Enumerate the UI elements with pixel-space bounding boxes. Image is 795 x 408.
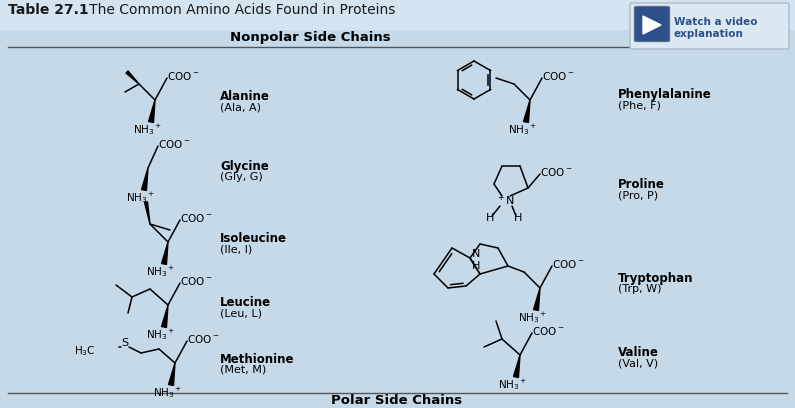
FancyBboxPatch shape: [630, 3, 789, 49]
Text: Phenylalanine: Phenylalanine: [618, 88, 712, 101]
Text: Alanine: Alanine: [220, 90, 270, 103]
Text: (Ala, A): (Ala, A): [220, 102, 261, 112]
Text: NH$_3$$^+$: NH$_3$$^+$: [153, 386, 182, 400]
Text: COO$^-$: COO$^-$: [540, 166, 572, 178]
Text: COO$^-$: COO$^-$: [542, 70, 575, 82]
Text: Tryptophan: Tryptophan: [618, 272, 693, 285]
Polygon shape: [533, 288, 540, 310]
Text: (Phe, F): (Phe, F): [618, 100, 661, 110]
Text: $^+$N: $^+$N: [496, 192, 516, 208]
Text: Valine: Valine: [618, 346, 659, 359]
Text: H: H: [514, 213, 522, 223]
Text: NH$_3$$^+$: NH$_3$$^+$: [518, 310, 547, 326]
Text: H: H: [486, 213, 494, 223]
Text: Table 27.1: Table 27.1: [8, 3, 88, 17]
Bar: [0, 0, 795, 30]
Text: (Met, M): (Met, M): [220, 365, 266, 375]
Text: NH$_3$$^+$: NH$_3$$^+$: [146, 328, 175, 342]
Text: Nonpolar Side Chains: Nonpolar Side Chains: [230, 31, 390, 44]
Text: H$_3$C: H$_3$C: [74, 344, 95, 358]
Text: COO$^-$: COO$^-$: [552, 258, 584, 270]
Text: Methionine: Methionine: [220, 353, 294, 366]
Polygon shape: [524, 100, 530, 122]
Text: COO$^-$: COO$^-$: [187, 333, 219, 345]
Polygon shape: [142, 168, 148, 191]
Polygon shape: [169, 363, 175, 386]
Text: (Leu, L): (Leu, L): [220, 308, 262, 318]
Polygon shape: [145, 202, 150, 224]
Text: The Common Amino Acids Found in Proteins: The Common Amino Acids Found in Proteins: [76, 3, 395, 17]
Text: (Gly, G): (Gly, G): [220, 172, 263, 182]
Polygon shape: [149, 100, 155, 122]
Polygon shape: [643, 16, 661, 34]
Text: NH$_3$$^+$: NH$_3$$^+$: [498, 377, 527, 392]
Text: Leucine: Leucine: [220, 296, 271, 309]
Polygon shape: [161, 305, 168, 328]
Text: Polar Side Chains: Polar Side Chains: [332, 395, 463, 408]
Text: COO$^-$: COO$^-$: [180, 275, 212, 287]
Polygon shape: [514, 355, 520, 377]
Text: NH$_3$$^+$: NH$_3$$^+$: [508, 122, 537, 137]
Polygon shape: [161, 242, 168, 264]
Text: N: N: [471, 249, 480, 259]
Text: S: S: [122, 338, 129, 348]
Text: COO$^-$: COO$^-$: [167, 70, 200, 82]
Text: Isoleucine: Isoleucine: [220, 232, 287, 245]
Text: COO$^-$: COO$^-$: [180, 212, 212, 224]
Polygon shape: [126, 71, 139, 84]
Text: NH$_3$$^+$: NH$_3$$^+$: [126, 191, 155, 206]
Text: Glycine: Glycine: [220, 160, 269, 173]
Text: Proline: Proline: [618, 178, 665, 191]
Text: explanation: explanation: [674, 29, 744, 39]
Text: COO$^-$: COO$^-$: [532, 325, 564, 337]
Text: H: H: [471, 261, 480, 271]
Text: Watch a video: Watch a video: [674, 17, 758, 27]
Text: NH$_3$$^+$: NH$_3$$^+$: [146, 264, 175, 279]
Text: (Pro, P): (Pro, P): [618, 190, 658, 200]
Text: (Val, V): (Val, V): [618, 358, 658, 368]
Text: (Trp, W): (Trp, W): [618, 284, 661, 294]
Text: (Ile, I): (Ile, I): [220, 244, 252, 254]
FancyBboxPatch shape: [634, 6, 670, 42]
Text: NH$_3$$^+$: NH$_3$$^+$: [133, 122, 162, 137]
Text: COO$^-$: COO$^-$: [158, 138, 190, 150]
